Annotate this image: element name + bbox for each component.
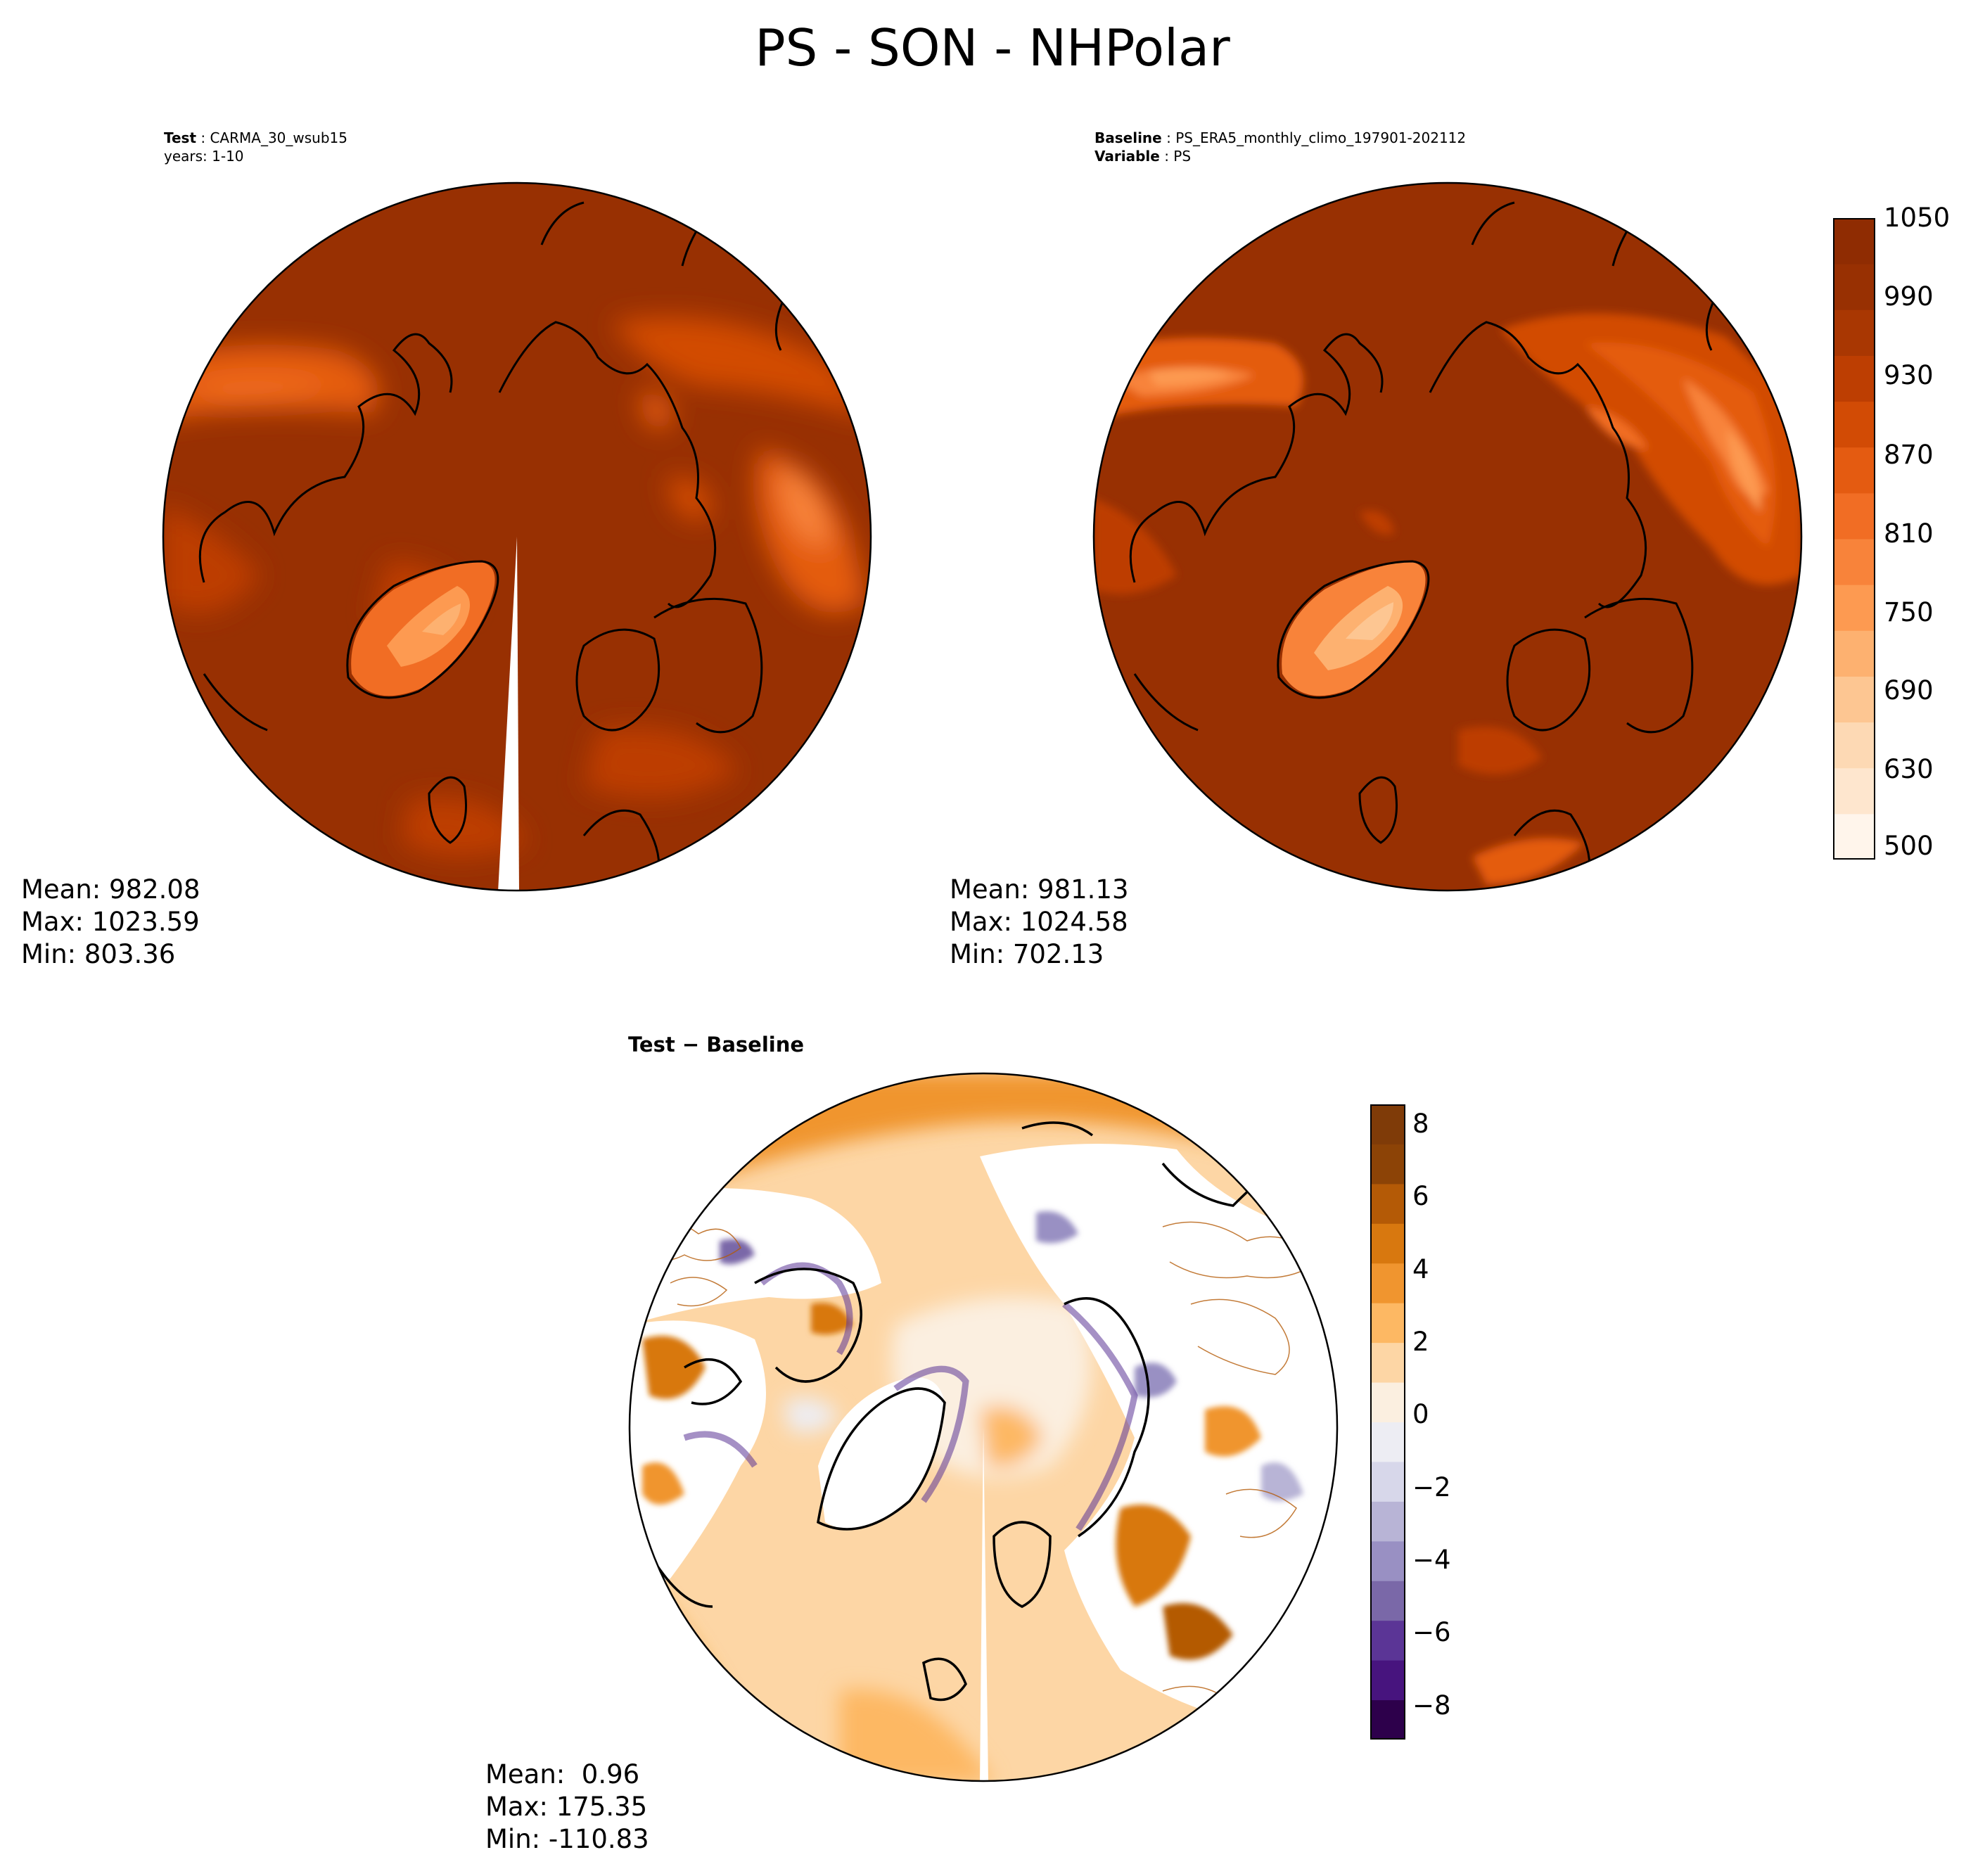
diff-map-boundary bbox=[628, 1072, 1339, 1782]
main-colorbar-swatch bbox=[1834, 630, 1875, 677]
diff-missing-data-wedge bbox=[980, 1427, 988, 1781]
diff-colorbar-swatch bbox=[1371, 1501, 1405, 1542]
test-min: Min: 803.36 bbox=[21, 939, 176, 969]
main-colorbar-swatch bbox=[1834, 355, 1875, 402]
diff-cb-tick-2: 2 bbox=[1412, 1327, 1429, 1357]
diff-cb-tick-0: 0 bbox=[1412, 1399, 1429, 1429]
diff-stats: Mean: 0.96 Max: 175.35 Min: -110.83 bbox=[485, 1759, 649, 1856]
baseline-map-boundary bbox=[1092, 181, 1803, 892]
main-colorbar-swatch bbox=[1834, 447, 1875, 494]
diff-colorbar-swatch bbox=[1371, 1183, 1405, 1224]
test-pressure-field bbox=[163, 317, 871, 857]
baseline-case-name: PS_ERA5_monthly_climo_197901-202112 bbox=[1175, 129, 1467, 146]
baseline-label-key: Baseline bbox=[1094, 129, 1162, 146]
test-years: years: 1-10 bbox=[164, 148, 244, 165]
diff-max: Max: 175.35 bbox=[485, 1792, 648, 1822]
baseline-mean: Mean: 981.13 bbox=[950, 874, 1129, 905]
baseline-min: Min: 702.13 bbox=[950, 939, 1104, 969]
diff-colorbar-swatch bbox=[1371, 1581, 1405, 1621]
main-cb-tick-750: 750 bbox=[1884, 597, 1934, 627]
test-stats: Mean: 982.08 Max: 1023.59 Min: 803.36 bbox=[21, 874, 200, 971]
diff-colorbar-swatch bbox=[1371, 1540, 1405, 1581]
diff-colorbar-outline bbox=[1370, 1104, 1405, 1740]
main-colorbar-bar bbox=[1833, 218, 1875, 860]
main-cb-tick-870: 870 bbox=[1884, 440, 1934, 470]
diff-coastal-gradients bbox=[683, 1262, 1138, 1531]
main-colorbar-swatch bbox=[1834, 539, 1875, 585]
diff-colorbar-swatch bbox=[1371, 1263, 1405, 1303]
diff-title-baseline: Baseline bbox=[706, 1033, 805, 1057]
baseline-panel-header: Baseline : PS_ERA5_monthly_climo_197901-… bbox=[1094, 129, 1467, 165]
diff-panel-title: Test − Baseline bbox=[628, 1033, 804, 1057]
diff-colorbar-bar bbox=[1370, 1104, 1405, 1740]
test-polar-map bbox=[162, 181, 872, 892]
diff-colorbar bbox=[1370, 1104, 1405, 1742]
test-max: Max: 1023.59 bbox=[21, 907, 200, 937]
main-colorbar-swatch bbox=[1834, 218, 1875, 264]
test-map-boundary bbox=[162, 181, 872, 892]
main-colorbar-swatch bbox=[1834, 492, 1875, 540]
diff-colorbar-swatch bbox=[1371, 1620, 1405, 1661]
main-colorbar bbox=[1833, 218, 1875, 862]
diff-colorbar-swatch bbox=[1371, 1699, 1405, 1740]
test-panel-header: Test : CARMA_30_wsub15 years: 1-10 bbox=[164, 129, 347, 165]
main-cb-tick-810: 810 bbox=[1884, 518, 1934, 549]
main-cb-tick-500: 500 bbox=[1884, 831, 1934, 861]
diff-colorbar-swatch bbox=[1371, 1660, 1405, 1701]
main-cb-tick-690: 690 bbox=[1884, 675, 1934, 706]
main-cb-tick-990: 990 bbox=[1884, 281, 1934, 312]
diff-colorbar-swatch bbox=[1371, 1342, 1405, 1383]
variable-name: PS bbox=[1173, 148, 1192, 165]
test-case-name: CARMA_30_wsub15 bbox=[210, 129, 347, 146]
diff-colorbar-swatch bbox=[1371, 1223, 1405, 1264]
main-colorbar-swatch bbox=[1834, 722, 1875, 769]
diff-anomaly-patches bbox=[642, 1211, 1303, 1660]
variable-label-key: Variable bbox=[1094, 148, 1160, 165]
diff-cb-tick-m8: −8 bbox=[1412, 1690, 1451, 1721]
diff-colorbar-ticks: 8 6 4 2 0 −2 −4 −6 −8 bbox=[1412, 1110, 1490, 1729]
diff-colorbar-swatch bbox=[1371, 1104, 1405, 1144]
diff-cb-tick-m6: −6 bbox=[1412, 1617, 1451, 1647]
baseline-pressure-field bbox=[1094, 313, 1801, 885]
diff-min: Min: -110.83 bbox=[485, 1824, 649, 1854]
main-colorbar-swatch bbox=[1834, 264, 1875, 310]
diff-polar-map bbox=[628, 1072, 1339, 1782]
diff-colorbar-swatch bbox=[1371, 1461, 1405, 1502]
diff-colorbar-swatch bbox=[1371, 1382, 1405, 1422]
main-cb-tick-930: 930 bbox=[1884, 360, 1934, 390]
diff-title-test: Test bbox=[628, 1033, 675, 1057]
test-missing-data-wedge bbox=[498, 537, 519, 891]
diff-cb-tick-6: 6 bbox=[1412, 1181, 1429, 1211]
main-colorbar-outline bbox=[1833, 218, 1875, 860]
diff-mean: Mean: 0.96 bbox=[485, 1759, 640, 1789]
baseline-stats: Mean: 981.13 Max: 1024.58 Min: 702.13 bbox=[950, 874, 1129, 971]
diff-title-operator: − bbox=[675, 1033, 707, 1057]
test-mean: Mean: 982.08 bbox=[21, 874, 200, 905]
figure-title: PS - SON - NHPolar bbox=[755, 18, 1230, 77]
main-colorbar-swatch bbox=[1834, 767, 1875, 815]
main-cb-tick-1050: 1050 bbox=[1884, 203, 1951, 233]
test-label-key: Test bbox=[164, 129, 197, 146]
diff-colorbar-swatch bbox=[1371, 1422, 1405, 1462]
main-colorbar-swatch bbox=[1834, 585, 1875, 631]
diff-colorbar-swatch bbox=[1371, 1303, 1405, 1344]
main-colorbar-swatch bbox=[1834, 310, 1875, 356]
test-coastlines bbox=[198, 201, 796, 886]
diff-cb-tick-8: 8 bbox=[1412, 1109, 1429, 1139]
diff-cb-tick-4: 4 bbox=[1412, 1254, 1429, 1284]
main-cb-tick-630: 630 bbox=[1884, 754, 1934, 784]
main-colorbar-ticks: 1050 990 930 870 810 750 690 630 500 bbox=[1884, 204, 1968, 874]
diff-colorbar-swatch bbox=[1371, 1144, 1405, 1185]
baseline-polar-map bbox=[1092, 181, 1803, 892]
baseline-map-background bbox=[1094, 183, 1801, 891]
baseline-max: Max: 1024.58 bbox=[950, 907, 1128, 937]
main-colorbar-swatch bbox=[1834, 401, 1875, 448]
main-colorbar-swatch bbox=[1834, 676, 1875, 723]
diff-cb-tick-m4: −4 bbox=[1412, 1545, 1451, 1575]
main-colorbar-swatch bbox=[1834, 813, 1875, 860]
diff-cb-tick-m2: −2 bbox=[1412, 1472, 1451, 1502]
